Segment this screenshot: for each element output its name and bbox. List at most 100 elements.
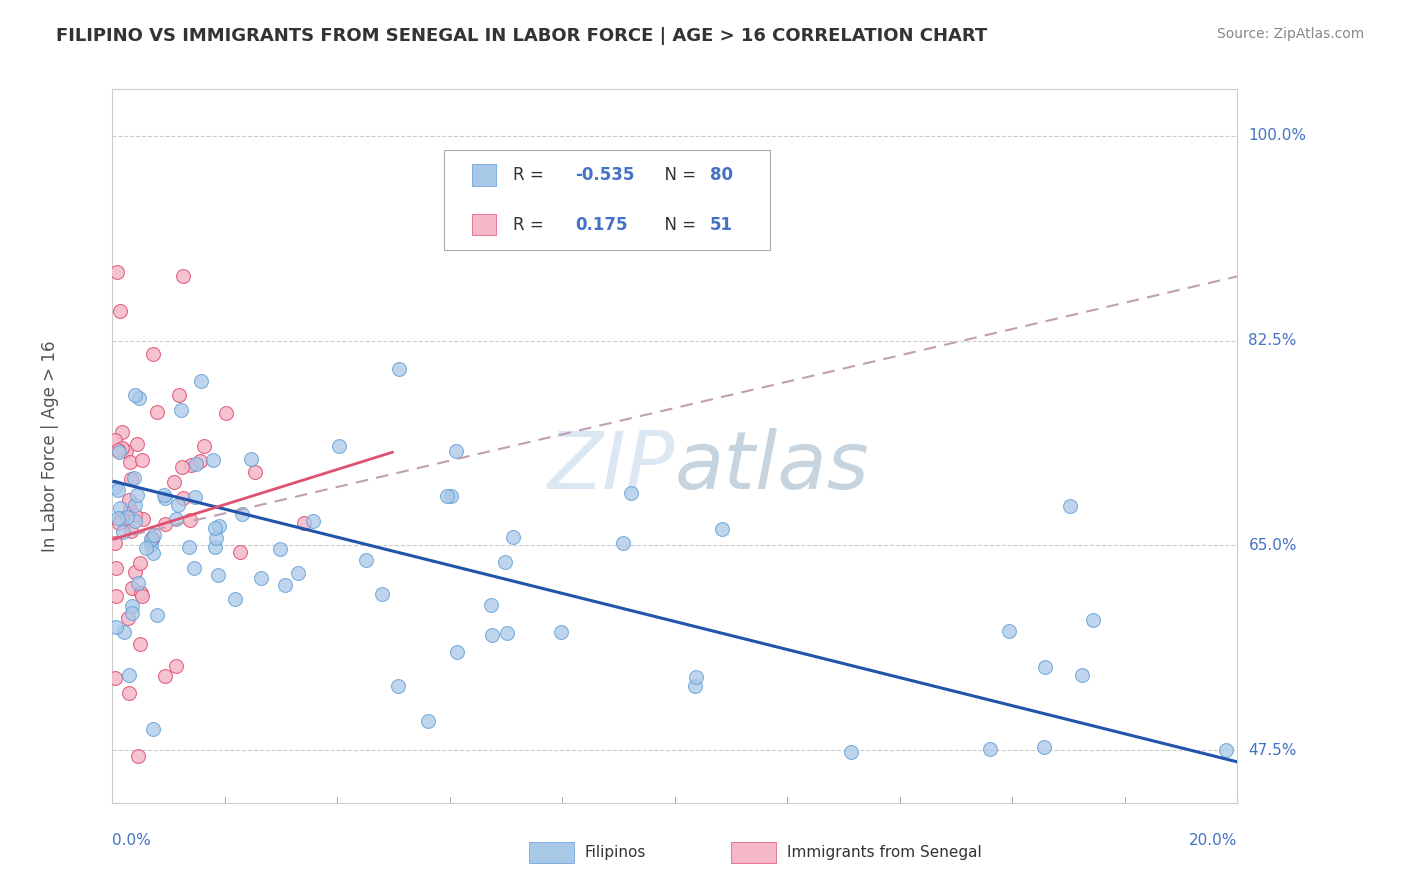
Point [979, 742, 1001, 756]
Point [141, 538, 163, 552]
Point [131, 453, 153, 467]
Point [184, 490, 207, 504]
Point [108, 516, 131, 530]
Point [612, 535, 634, 549]
Point [204, 520, 226, 534]
Point [155, 491, 177, 505]
Point [120, 524, 142, 539]
Point [105, 620, 128, 634]
Point [710, 522, 733, 536]
Point [142, 722, 165, 736]
Point [387, 679, 409, 693]
Point [240, 452, 263, 467]
Text: ZIP: ZIP [547, 428, 675, 507]
Point [111, 524, 134, 539]
Point [127, 576, 149, 591]
Point [446, 645, 468, 659]
Point [1215, 743, 1237, 757]
Bar [529, 842, 574, 863]
Point [328, 439, 350, 453]
Point [118, 668, 141, 682]
Point [188, 454, 211, 468]
Text: 0.0%: 0.0% [112, 833, 152, 848]
Point [1033, 740, 1056, 755]
Point [179, 540, 201, 554]
Text: atlas: atlas [675, 428, 870, 507]
Point [117, 611, 139, 625]
Text: 82.5%: 82.5% [1249, 334, 1296, 348]
Point [416, 714, 439, 728]
Point [620, 485, 643, 500]
Text: 47.5%: 47.5% [1249, 743, 1296, 757]
Point [104, 561, 127, 575]
Point [1081, 613, 1104, 627]
Point [108, 304, 131, 318]
Point [124, 565, 146, 579]
Point [494, 555, 516, 569]
Point [179, 513, 201, 527]
Point [141, 532, 163, 546]
Text: 51: 51 [710, 216, 733, 234]
Point [124, 498, 146, 512]
Point [481, 628, 503, 642]
Text: N =: N = [654, 166, 700, 184]
Point [354, 553, 377, 567]
Point [128, 391, 150, 405]
Point [143, 527, 166, 541]
Point [107, 483, 129, 497]
Point [183, 561, 205, 575]
Point [118, 502, 141, 516]
Point [172, 491, 194, 505]
Point [292, 516, 315, 531]
Point [124, 515, 146, 529]
Point [841, 745, 863, 759]
Point [142, 546, 165, 560]
Point [165, 512, 187, 526]
Point [125, 488, 148, 502]
Point [371, 587, 394, 601]
Point [170, 402, 193, 417]
Point [1070, 668, 1092, 682]
Point [274, 578, 297, 592]
Text: FILIPINO VS IMMIGRANTS FROM SENEGAL IN LABOR FORCE | AGE > 16 CORRELATION CHART: FILIPINO VS IMMIGRANTS FROM SENEGAL IN L… [56, 27, 987, 45]
Point [129, 556, 152, 570]
Point [215, 406, 238, 420]
Text: R =: R = [513, 216, 548, 234]
Text: 65.0%: 65.0% [1249, 538, 1296, 553]
Point [105, 265, 128, 279]
Point [205, 531, 228, 545]
Text: 20.0%: 20.0% [1189, 833, 1237, 848]
Point [124, 508, 146, 522]
Bar [731, 842, 776, 863]
Point [146, 405, 169, 419]
Point [224, 592, 246, 607]
Text: In Labor Force | Age > 16: In Labor Force | Age > 16 [41, 340, 59, 552]
Point [129, 637, 152, 651]
FancyBboxPatch shape [444, 150, 770, 250]
Point [388, 362, 411, 376]
Point [112, 625, 135, 640]
Point [141, 532, 163, 546]
Point [190, 374, 212, 388]
Point [107, 443, 129, 458]
Text: 80: 80 [710, 166, 733, 184]
Point [166, 499, 188, 513]
Text: Immigrants from Senegal: Immigrants from Senegal [787, 846, 983, 860]
Point [104, 434, 127, 448]
Point [111, 441, 134, 455]
Point [204, 540, 226, 554]
Point [108, 501, 131, 516]
Point [141, 532, 163, 546]
Point [481, 598, 503, 612]
Point [153, 516, 176, 531]
Point [249, 571, 271, 585]
Point [104, 589, 127, 603]
Point [165, 659, 187, 673]
Text: 100.0%: 100.0% [1249, 128, 1306, 144]
Point [108, 444, 131, 458]
Point [120, 473, 142, 487]
Point [107, 511, 129, 525]
Point [132, 511, 155, 525]
Point [207, 567, 229, 582]
Point [141, 347, 163, 361]
